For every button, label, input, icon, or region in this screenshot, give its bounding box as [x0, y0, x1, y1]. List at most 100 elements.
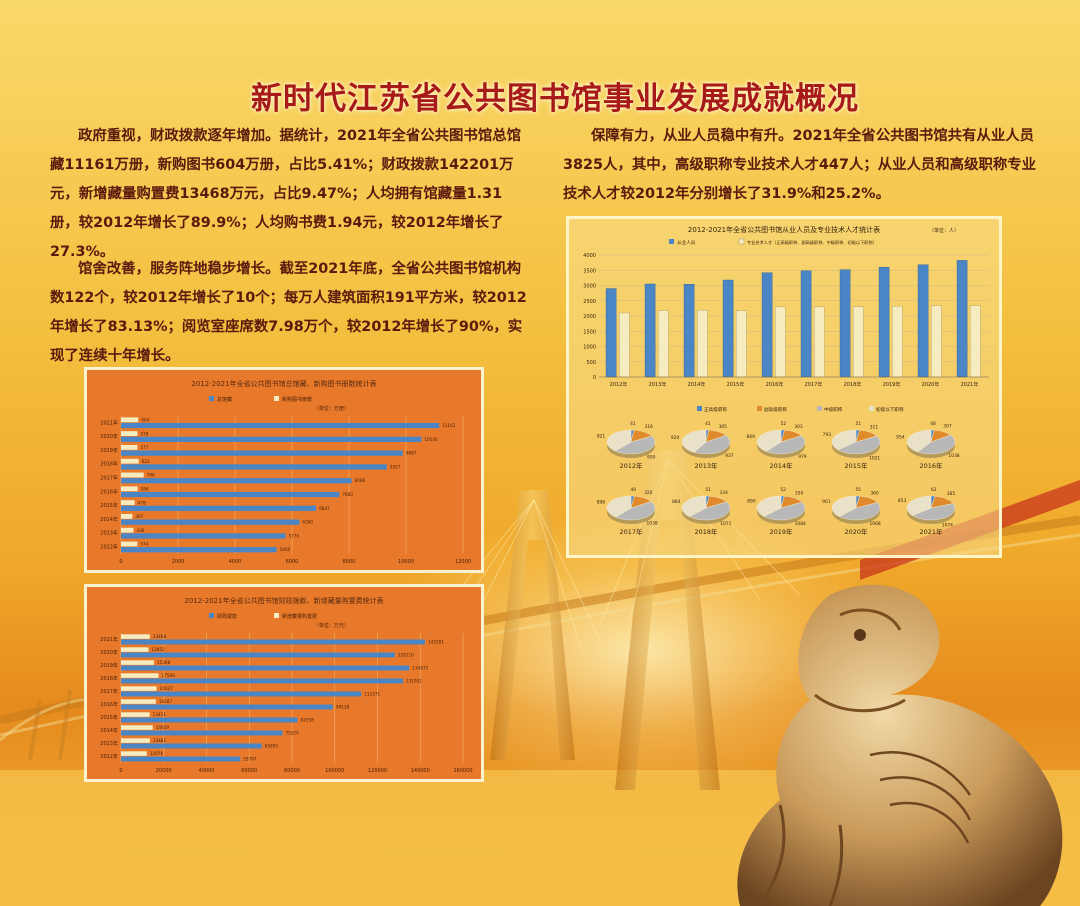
pie-data-label: 853: [898, 498, 907, 504]
legend-swatch: [274, 396, 279, 401]
pie-data-label: 793: [823, 432, 832, 438]
bar-primary: [121, 491, 340, 498]
pie-legend-label: 初级以下职称: [876, 406, 904, 413]
y-tick-label: 4000: [583, 253, 596, 259]
pie-slice: [693, 435, 731, 455]
pie-data-label: 1071: [720, 521, 731, 527]
pie-slice: [906, 429, 932, 453]
pie-slice: [765, 435, 806, 455]
pie-slice: [681, 429, 707, 453]
funding-chart-panel: 2012-2021年全省公共图书馆财政拨款、新增藏量购置费统计表 财政拨款 新增藏量…: [84, 584, 484, 782]
pie-slice: [614, 435, 656, 455]
chart-unit-note: （单位：人）: [929, 227, 959, 234]
pie-legend-swatch: [697, 406, 702, 411]
bar-professional: [931, 305, 942, 378]
data-label: 5770: [288, 533, 299, 538]
data-label: 12076: [150, 751, 164, 756]
data-label: 7660: [342, 492, 353, 497]
bar-staff: [605, 288, 617, 378]
bar-primary: [121, 717, 298, 723]
y-tick-label: 1000: [583, 345, 596, 351]
pie-data-label: 821: [597, 433, 606, 439]
bar-secondary: [121, 444, 138, 450]
bar-secondary: [121, 660, 154, 665]
pie-data-label: 55: [856, 487, 862, 493]
bar-secondary: [121, 673, 159, 678]
bar-primary: [121, 436, 422, 442]
bar-secondary: [121, 458, 139, 464]
x-tick-label: 60000: [241, 768, 257, 774]
collection-chart-panel: 2012-2021年全省公共图书馆总馆藏、新购图书册数统计表 总馆藏 新购图书册数（…: [84, 367, 484, 573]
bar-secondary: [121, 712, 150, 717]
bar-professional: [892, 306, 903, 378]
data-label: 65805: [265, 743, 279, 748]
y-tick-label: 1500: [583, 329, 596, 335]
pie-year-label: 2020年: [844, 527, 868, 536]
pie-data-label: 320: [644, 490, 653, 496]
x-tick-label: 2017年: [805, 381, 823, 388]
bar-professional: [814, 306, 825, 378]
x-tick-label: 8000: [343, 559, 356, 565]
data-label: 11161: [442, 423, 456, 428]
pie-data-label: 48: [930, 421, 936, 427]
pie-year-label: 2012年: [619, 461, 643, 470]
x-tick-label: 10000: [398, 559, 414, 565]
data-label: 622: [142, 459, 150, 464]
data-label: 574: [140, 542, 148, 547]
legend-swatch: [669, 239, 674, 244]
y-tick-label: 3000: [583, 284, 596, 290]
bar-primary: [121, 652, 395, 658]
y-tick-label: 2015年: [100, 714, 118, 721]
data-label: 99138: [336, 704, 350, 709]
y-tick-label: 0: [593, 375, 596, 381]
pie-legend-swatch: [869, 406, 874, 411]
data-label: 13468: [153, 634, 167, 639]
pie-data-label: 307: [943, 424, 952, 430]
bar-staff: [878, 267, 890, 378]
x-tick-label: 160000: [453, 768, 472, 774]
y-tick-label: 2018年: [100, 675, 118, 682]
pie-data-label: 979: [798, 454, 807, 460]
legend-label: 新增藏量购置费: [282, 613, 317, 620]
x-tick-label: 20000: [156, 768, 172, 774]
data-label: 12852: [151, 647, 165, 652]
pie-data-label: 41: [705, 421, 711, 427]
x-tick-label: 2019年: [883, 381, 901, 388]
bar-secondary: [121, 472, 144, 478]
pie-data-label: 1021: [869, 455, 880, 461]
pie-data-label: 350: [795, 490, 804, 496]
x-tick-label: 2014年: [688, 381, 706, 388]
bar-secondary: [121, 500, 135, 506]
data-label: 75529: [285, 730, 299, 735]
data-label: 17566: [162, 673, 176, 678]
pie-data-label: 884: [672, 499, 681, 505]
data-label: 796: [147, 473, 155, 478]
y-tick-label: 2020年: [100, 649, 118, 656]
y-tick-label: 2012年: [100, 543, 118, 550]
bar-primary: [121, 691, 362, 697]
bar-secondary: [121, 699, 156, 704]
bar-professional: [697, 310, 708, 378]
bar-staff: [761, 272, 773, 378]
pie-data-label: 898: [597, 500, 606, 506]
chart-title: 2012-2021年全省公共图书馆财政拨款、新增藏量购置费统计表: [184, 596, 383, 605]
data-label: 10540: [424, 437, 438, 442]
pie-slice: [763, 501, 806, 521]
chart-title: 2012-2021年全省公共图书馆从业人员及专业技术人才统计表: [688, 225, 880, 234]
pie-data-label: 1038: [647, 520, 658, 526]
legend-swatch: [274, 613, 279, 618]
legend-label: 总馆藏: [217, 396, 232, 403]
bar-professional: [775, 306, 786, 378]
bar-secondary: [121, 647, 149, 652]
chart-unit-note: （单位：万册）: [314, 405, 349, 412]
pie-slice: [606, 429, 632, 452]
x-tick-label: 120000: [368, 768, 387, 774]
bar-secondary: [121, 486, 138, 492]
y-tick-label: 2021年: [100, 636, 118, 643]
bar-professional: [619, 312, 630, 378]
pie-data-label: 51: [856, 421, 862, 427]
bar-staff: [917, 264, 929, 378]
bar-professional: [736, 310, 747, 378]
bar-secondary: [121, 541, 138, 547]
